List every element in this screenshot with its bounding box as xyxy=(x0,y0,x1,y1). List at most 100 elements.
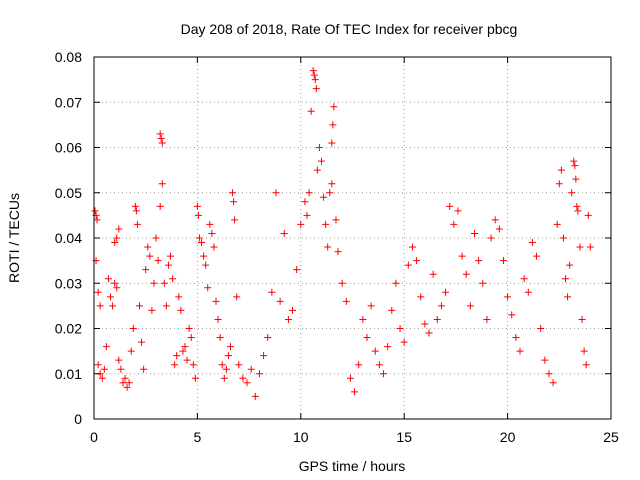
data-point xyxy=(355,361,363,369)
x-tick-label: 25 xyxy=(603,429,619,445)
data-point xyxy=(276,297,284,305)
x-tick-label: 0 xyxy=(90,429,98,445)
data-point xyxy=(94,288,102,296)
chart-title: Day 208 of 2018, Rate Of TEC Index for r… xyxy=(181,21,518,37)
data-point xyxy=(301,198,309,206)
y-tick-label: 0.08 xyxy=(55,49,82,65)
data-point xyxy=(293,266,301,274)
data-point xyxy=(162,302,170,310)
data-point xyxy=(230,198,238,206)
data-point xyxy=(309,67,317,75)
data-point xyxy=(408,243,416,251)
axis-ticks xyxy=(93,56,612,420)
data-point xyxy=(231,216,239,224)
data-point xyxy=(181,343,189,351)
y-tick-label: 0.07 xyxy=(55,94,82,110)
data-point xyxy=(400,338,408,346)
data-point xyxy=(557,166,565,174)
data-point xyxy=(251,392,259,400)
data-point xyxy=(450,220,458,228)
data-point xyxy=(255,370,263,378)
y-tick-label: 0 xyxy=(74,411,82,427)
data-point xyxy=(328,139,336,147)
data-point xyxy=(429,270,437,278)
data-point xyxy=(512,334,520,342)
data-point xyxy=(117,365,125,373)
data-point xyxy=(144,243,152,251)
data-point xyxy=(312,85,320,93)
data-point xyxy=(133,220,141,228)
data-point xyxy=(338,279,346,287)
data-point xyxy=(475,257,483,265)
data-point xyxy=(212,297,220,305)
data-point xyxy=(384,343,392,351)
data-point xyxy=(363,334,371,342)
data-point xyxy=(417,293,425,301)
data-point xyxy=(189,361,197,369)
data-point xyxy=(229,189,237,197)
y-axis-label: ROTI / TECUs xyxy=(6,193,22,283)
data-point xyxy=(555,180,563,188)
data-point xyxy=(516,347,524,355)
data-point xyxy=(303,211,311,219)
data-point xyxy=(195,234,203,242)
data-point xyxy=(233,293,241,301)
data-point xyxy=(508,311,516,319)
data-point xyxy=(582,361,590,369)
data-point xyxy=(342,297,350,305)
data-point xyxy=(175,293,183,301)
data-point xyxy=(549,379,557,387)
data-point xyxy=(198,239,206,247)
data-point xyxy=(111,279,119,287)
data-point xyxy=(495,225,503,233)
data-point xyxy=(324,243,332,251)
data-point xyxy=(305,189,313,197)
data-point xyxy=(148,306,156,314)
data-point xyxy=(528,239,536,247)
data-point xyxy=(91,207,99,215)
data-point xyxy=(96,302,104,310)
y-tick-label: 0.05 xyxy=(55,185,82,201)
data-point xyxy=(160,279,168,287)
data-point xyxy=(113,284,121,292)
data-point xyxy=(437,302,445,310)
data-point xyxy=(371,347,379,355)
x-tick-label: 20 xyxy=(500,429,516,445)
data-point xyxy=(332,216,340,224)
data-point xyxy=(458,252,466,260)
data-point xyxy=(562,275,570,283)
data-point xyxy=(326,189,334,197)
data-point xyxy=(462,270,470,278)
data-point xyxy=(220,374,228,382)
data-point xyxy=(206,220,214,228)
data-point xyxy=(200,252,208,260)
y-tick-label: 0.06 xyxy=(55,140,82,156)
data-point xyxy=(537,325,545,332)
data-point xyxy=(564,293,572,301)
data-point xyxy=(173,352,181,360)
data-point xyxy=(479,279,487,287)
data-point xyxy=(157,134,165,142)
axis-tick-labels: 0 5 10 15 20 25 0 0.01 0.02 0.03 0.04 0.05 0.06 0.07 0… xyxy=(55,49,619,445)
data-point xyxy=(586,243,594,251)
data-point xyxy=(553,220,561,228)
data-point xyxy=(491,216,499,224)
data-point xyxy=(574,207,582,215)
data-point xyxy=(179,347,187,355)
data-point xyxy=(578,315,586,323)
data-point xyxy=(146,252,154,260)
data-point xyxy=(93,216,101,224)
data-point xyxy=(576,243,584,251)
data-point xyxy=(466,302,474,310)
data-point xyxy=(320,193,328,201)
data-point xyxy=(104,275,112,283)
data-point xyxy=(98,374,106,382)
data-point xyxy=(328,180,336,188)
data-point xyxy=(404,261,412,269)
data-point xyxy=(94,361,102,369)
data-point xyxy=(284,315,292,323)
data-point xyxy=(260,352,268,360)
data-point xyxy=(127,347,135,355)
data-point xyxy=(454,207,462,215)
data-point xyxy=(346,374,354,382)
